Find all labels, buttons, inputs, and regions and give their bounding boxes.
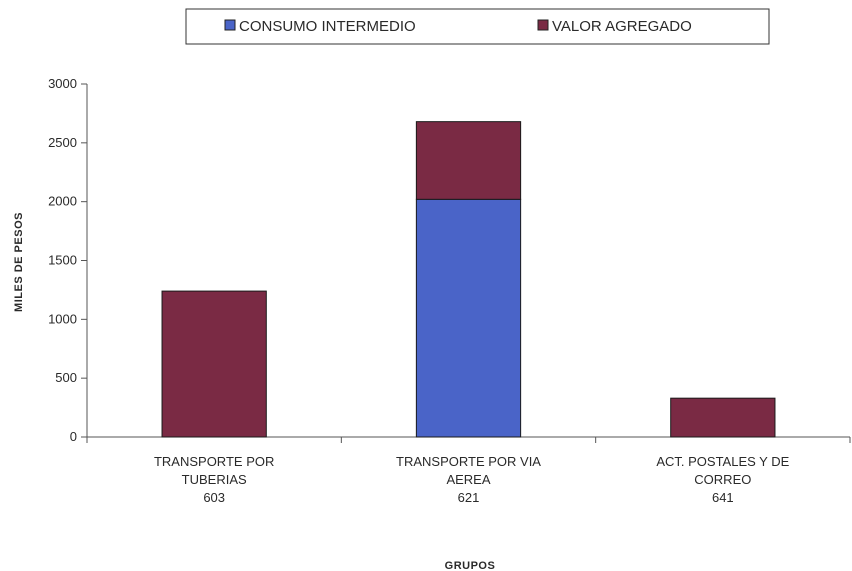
x-category-label: TRANSPORTE POR VIA AEREA 621 xyxy=(396,454,541,505)
y-tick-label: 1500 xyxy=(48,253,77,268)
bar-segment xyxy=(415,121,522,200)
category-labels: TRANSPORTE POR TUBERIAS 603 TRANSPORTE POR … xyxy=(154,454,790,505)
bar-segment xyxy=(670,397,776,438)
y-tick-label: 3000 xyxy=(48,76,77,91)
bar-segment xyxy=(161,290,267,438)
y-tick-label: 500 xyxy=(55,370,77,385)
bars xyxy=(161,121,776,438)
legend: CONSUMO INTERMEDIO VALOR AGREGADO xyxy=(185,8,770,45)
x-category-label: ACT. POSTALES Y DE CORREO 641 xyxy=(656,454,789,505)
x-axis-ticks xyxy=(86,437,851,443)
legend-swatch-consumo-intermedio xyxy=(224,19,236,31)
x-category-label: TRANSPORTE POR TUBERIAS 603 xyxy=(154,454,274,505)
y-tick-label: 2500 xyxy=(48,135,77,150)
x-axis-title: GRUPOS xyxy=(445,560,496,571)
legend-box xyxy=(185,8,770,45)
y-tick-label: 0 xyxy=(70,429,77,444)
y-axis-ticks: 0 500 1000 1500 2000 2500 3000 xyxy=(48,76,87,444)
y-axis-title: MILES DE PESOS xyxy=(13,212,25,312)
y-tick-label: 2000 xyxy=(48,194,77,209)
legend-label-valor-agregado: VALOR AGREGADO xyxy=(552,18,692,35)
legend-swatch-valor-agregado xyxy=(537,19,549,31)
y-tick-label: 1000 xyxy=(48,311,77,326)
legend-label-consumo-intermedio: CONSUMO INTERMEDIO xyxy=(239,18,416,35)
bar-segment xyxy=(415,198,522,438)
